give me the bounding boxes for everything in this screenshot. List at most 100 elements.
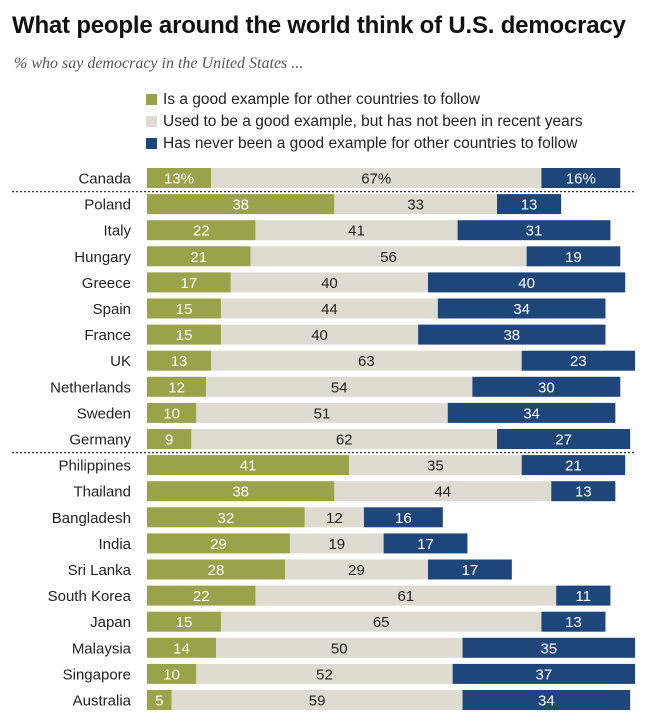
bar-france-never [418, 324, 606, 345]
data-label-india-never: 17 [417, 536, 434, 553]
legend-label-used-to: Used to be a good example, but has not b… [163, 113, 583, 130]
data-label-japan-never: 13 [565, 614, 582, 631]
bar-germany-good [147, 429, 192, 449]
data-label-france-never: 38 [503, 327, 520, 344]
data-label-canada-never: 16% [566, 171, 596, 188]
bar-italy-good [147, 220, 256, 241]
bar-uk-used_to [211, 350, 522, 371]
bar-malaysia-used_to [216, 637, 463, 658]
bar-australia-good [147, 690, 172, 710]
bar-netherlands-good [147, 376, 207, 397]
bar-philippines-never [521, 455, 626, 476]
data-label-sri-lanka-used_to: 29 [348, 562, 365, 579]
bar-poland-good [147, 194, 335, 215]
data-label-south-korea-never: 11 [576, 588, 592, 605]
category-label-japan: Japan [90, 614, 131, 631]
bar-germany-used_to [191, 429, 498, 449]
data-label-italy-good: 22 [193, 223, 210, 240]
data-label-bangladesh-used_to: 12 [326, 510, 343, 527]
category-label-uk: UK [110, 353, 131, 370]
bar-south-korea-used_to [255, 585, 557, 606]
data-label-philippines-never: 21 [565, 458, 582, 475]
bar-spain-used_to [220, 298, 438, 319]
bar-poland-used_to [334, 194, 498, 215]
data-label-sri-lanka-good: 28 [208, 562, 225, 579]
data-label-bangladesh-never: 16 [395, 510, 412, 527]
bar-spain-good [147, 298, 221, 319]
data-label-philippines-used_to: 35 [427, 458, 444, 475]
bar-sri-lanka-never [428, 559, 512, 580]
bar-singapore-good [147, 663, 197, 684]
data-label-south-korea-good: 22 [193, 588, 210, 605]
bar-bangladesh-never [363, 507, 443, 528]
bar-sweden-good [147, 402, 197, 423]
data-label-spain-good: 15 [176, 301, 193, 318]
bar-spain-never [437, 298, 606, 319]
bar-malaysia-never [462, 637, 636, 658]
bar-thailand-good [147, 481, 335, 502]
data-label-hungary-used_to: 56 [380, 249, 397, 266]
data-label-italy-used_to: 41 [348, 223, 365, 240]
bar-india-never [383, 533, 468, 554]
data-label-spain-used_to: 44 [321, 301, 338, 318]
legend-label-never: Has never been a good example for other … [163, 135, 578, 152]
data-label-singapore-used_to: 52 [316, 666, 333, 683]
data-label-thailand-good: 38 [232, 484, 249, 501]
legend-label-good: Is a good example for other countries to… [163, 91, 481, 108]
data-label-france-used_to: 40 [311, 327, 328, 344]
bar-canada-good [147, 168, 212, 188]
bar-singapore-never [452, 663, 636, 684]
category-label-thailand: Thailand [73, 484, 131, 501]
data-label-hungary-good: 21 [190, 249, 207, 266]
legend-swatch-good [146, 94, 157, 105]
bar-france-used_to [220, 324, 419, 345]
category-label-spain: Spain [93, 301, 131, 318]
bar-sri-lanka-used_to [285, 559, 429, 580]
bar-greece-used_to [230, 272, 429, 293]
data-label-sweden-good: 10 [163, 405, 180, 422]
data-label-japan-used_to: 65 [373, 614, 390, 631]
bar-canada-used_to [211, 168, 542, 188]
bar-malaysia-good [147, 637, 217, 658]
data-label-philippines-good: 41 [240, 458, 257, 475]
bar-sri-lanka-good [147, 559, 286, 580]
bar-thailand-used_to [334, 481, 552, 502]
data-label-netherlands-good: 12 [168, 379, 185, 396]
bar-poland-never [497, 194, 562, 215]
data-label-bangladesh-good: 32 [218, 510, 235, 527]
chart-subtitle: % who say democracy in the United States… [14, 55, 304, 72]
data-label-germany-used_to: 62 [336, 432, 353, 449]
category-label-france: France [84, 327, 131, 344]
data-label-netherlands-used_to: 54 [331, 379, 348, 396]
data-label-sweden-used_to: 51 [314, 405, 331, 422]
category-label-philippines: Philippines [58, 458, 131, 475]
bar-netherlands-used_to [206, 376, 473, 397]
bar-australia-never [462, 690, 631, 710]
bar-philippines-good [147, 455, 350, 476]
data-label-australia-good: 5 [155, 693, 163, 710]
data-label-malaysia-used_to: 50 [331, 640, 348, 657]
legend-swatch-used-to [146, 116, 157, 127]
chart-title: What people around the world think of U.… [12, 12, 626, 39]
data-label-sri-lanka-never: 17 [462, 562, 479, 579]
bar-italy-used_to [255, 220, 458, 241]
data-label-greece-good: 17 [181, 275, 198, 292]
bar-greece-good [147, 272, 231, 293]
data-label-uk-used_to: 63 [358, 353, 375, 370]
data-label-india-used_to: 19 [328, 536, 345, 553]
data-label-italy-never: 31 [526, 223, 543, 240]
category-label-canada: Canada [78, 171, 131, 188]
bar-sweden-used_to [196, 402, 448, 423]
data-label-australia-never: 34 [538, 693, 555, 710]
data-label-japan-good: 15 [176, 614, 193, 631]
data-label-uk-good: 13 [171, 353, 188, 370]
data-label-poland-used_to: 33 [407, 197, 424, 214]
data-label-poland-never: 13 [521, 197, 538, 214]
category-label-south-korea: South Korea [48, 588, 132, 605]
data-label-thailand-used_to: 44 [434, 484, 451, 501]
data-label-malaysia-good: 14 [173, 640, 190, 657]
data-label-singapore-never: 37 [536, 666, 553, 683]
data-label-poland-good: 38 [232, 197, 249, 214]
bar-germany-never [497, 429, 631, 449]
